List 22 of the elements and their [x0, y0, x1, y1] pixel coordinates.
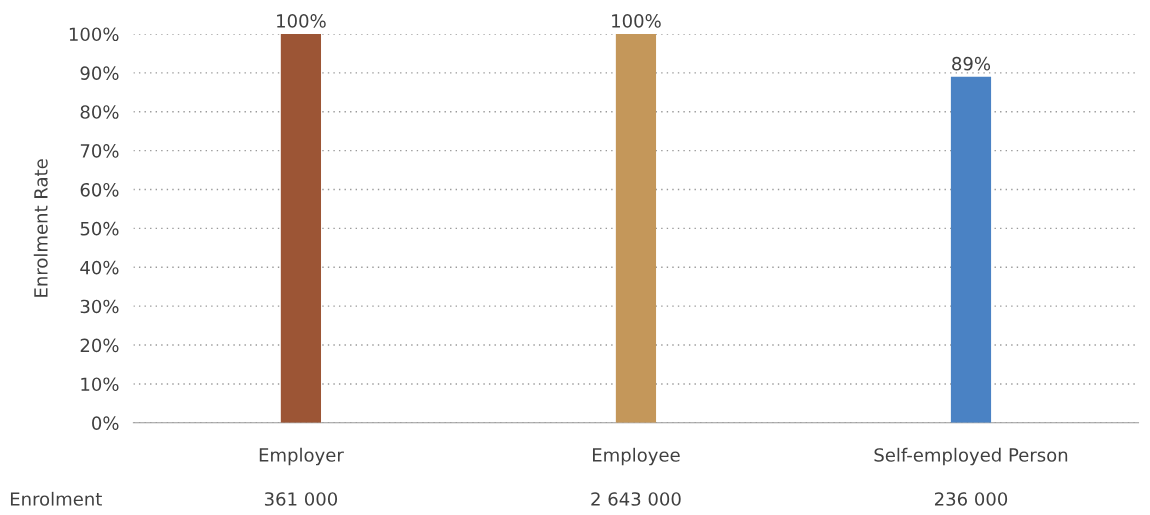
y-tick-label: 50% [80, 221, 119, 236]
text: 2 643 000 [591, 492, 681, 506]
y-tick-label: 60% [80, 182, 119, 197]
y-tick-label: 70% [80, 144, 119, 158]
x-tick-label: Employee [593, 447, 680, 466]
text: 361 000 [264, 492, 338, 506]
x-tick-label: Self-employed Person [874, 447, 1068, 466]
text: Enrolment [10, 491, 102, 506]
data-label: 89% [952, 56, 991, 71]
y-tick-label: 30% [80, 299, 119, 314]
y-axis-title: Enrolment Rate [33, 159, 48, 297]
data-label: 100% [612, 14, 661, 28]
y-tick-label: 80% [80, 105, 119, 119]
y-tick-label: 90% [80, 66, 119, 80]
y-tick-label: 0% [92, 416, 119, 430]
y-tick-label: 40% [80, 260, 119, 275]
y-tick-label: 20% [80, 338, 119, 353]
x-tick-label: Employer [259, 447, 344, 466]
y-tick-label: 10% [81, 377, 119, 392]
data-label: 100% [277, 14, 326, 28]
text: 236 000 [934, 492, 1008, 506]
y-tick-label: 100% [69, 27, 119, 42]
